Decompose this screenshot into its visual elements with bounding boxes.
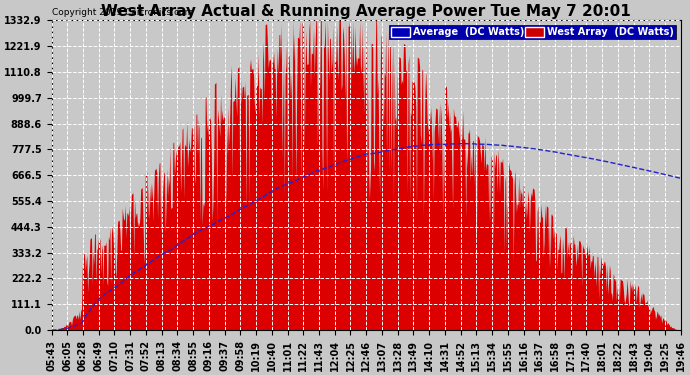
Title: West Array Actual & Running Average Power Tue May 7 20:01: West Array Actual & Running Average Powe… [101,4,631,19]
Text: Copyright 2019 Cartronics.com: Copyright 2019 Cartronics.com [52,8,193,17]
Legend: Average  (DC Watts), West Array  (DC Watts): Average (DC Watts), West Array (DC Watts… [389,25,676,39]
